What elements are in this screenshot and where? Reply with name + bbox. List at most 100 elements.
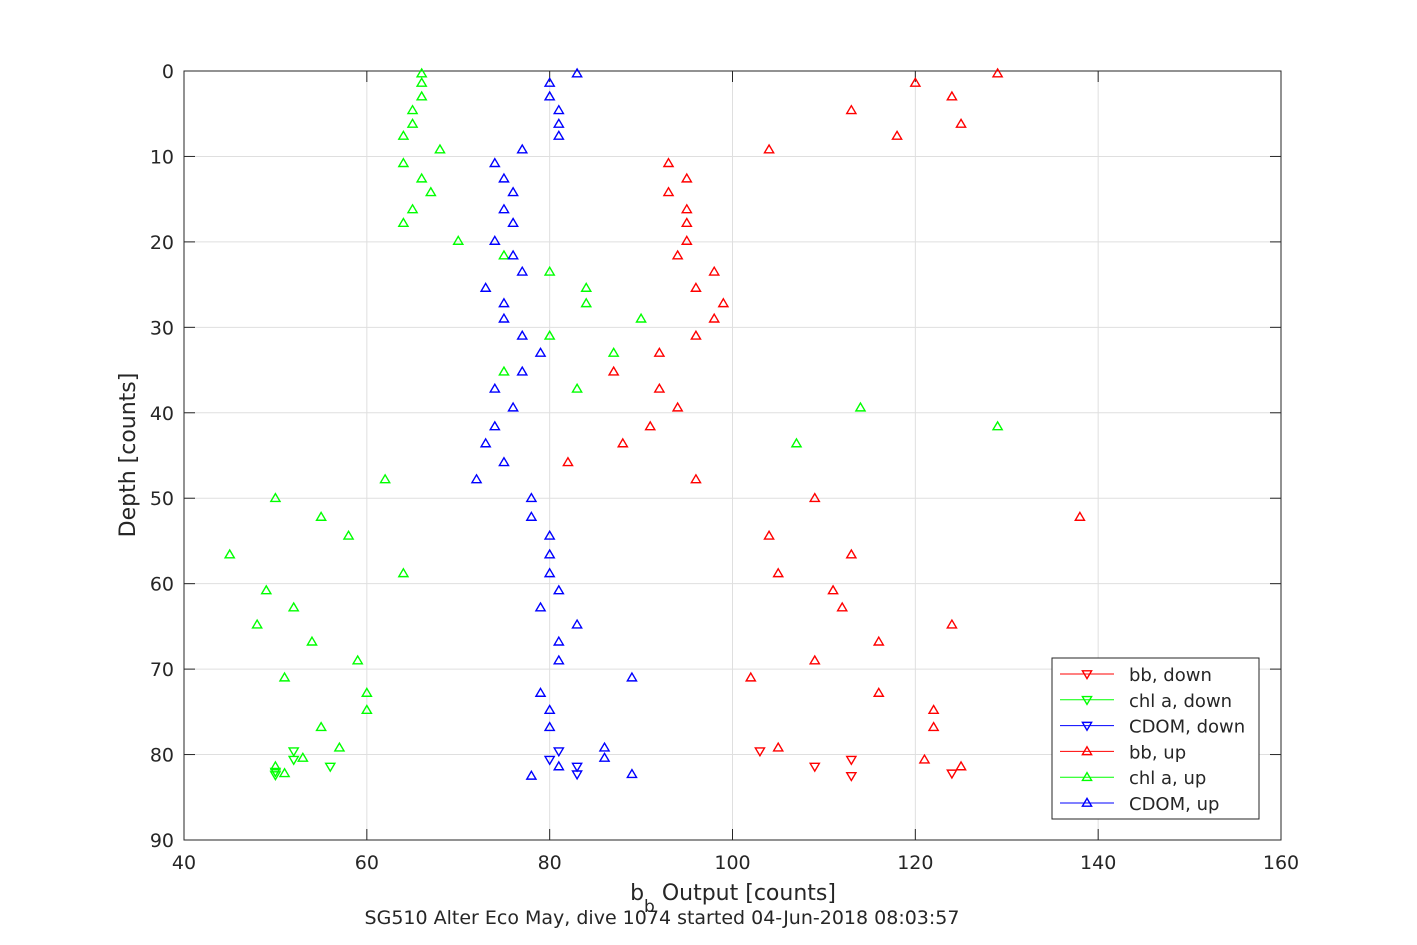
data-point: [552, 760, 565, 771]
data-point: [662, 157, 675, 168]
data-point: [690, 282, 702, 292]
data-point: [406, 203, 419, 214]
data-point: [543, 567, 556, 578]
data-point: [845, 104, 858, 115]
data-point: [507, 249, 519, 260]
data-point: [552, 654, 565, 665]
data-point: [415, 172, 428, 183]
data-point: [543, 721, 556, 732]
data-point: [927, 704, 940, 715]
data-point: [571, 382, 583, 393]
data-point: [827, 584, 839, 595]
y-tick-label: 0: [162, 61, 174, 83]
data-point: [498, 203, 510, 214]
data-point: [324, 762, 337, 773]
data-point: [607, 346, 620, 357]
data-point: [415, 90, 428, 101]
data-point: [607, 365, 620, 376]
series-5: [470, 67, 638, 780]
data-point: [717, 297, 730, 308]
data-point: [552, 635, 565, 646]
data-point: [507, 401, 519, 412]
data-point: [571, 770, 583, 781]
data-point: [516, 365, 529, 376]
data-point: [351, 654, 364, 665]
series-2: [543, 747, 583, 781]
data-point: [488, 157, 501, 168]
data-point: [626, 671, 638, 682]
data-point: [498, 365, 510, 376]
data-point: [315, 721, 327, 732]
data-point: [488, 382, 501, 393]
x-tick-label: 120: [897, 852, 933, 874]
data-point: [552, 129, 565, 140]
data-point: [498, 297, 510, 308]
x-tick-label: 100: [714, 852, 750, 874]
data-point: [552, 117, 565, 128]
data-point: [690, 473, 702, 484]
data-point: [269, 771, 282, 782]
y-tick-label: 90: [150, 830, 174, 852]
data-point: [955, 760, 967, 771]
data-point: [626, 768, 638, 779]
data-point: [671, 401, 684, 412]
data-point: [543, 704, 556, 715]
data-point: [552, 584, 565, 595]
data-point: [543, 755, 556, 766]
data-point: [516, 329, 529, 340]
y-tick-label: 60: [150, 574, 174, 596]
series-4: [223, 67, 1004, 778]
data-point: [278, 767, 291, 778]
y-tick-label: 80: [150, 745, 174, 767]
data-point: [315, 511, 327, 521]
data-point: [680, 217, 693, 228]
data-point: [598, 751, 611, 762]
data-point: [946, 618, 958, 629]
data-point: [342, 529, 355, 540]
legend-marker: [1081, 745, 1093, 756]
data-point: [516, 265, 529, 276]
series-0: [754, 747, 958, 782]
data-point: [644, 420, 657, 431]
data-point: [754, 747, 766, 758]
data-point: [488, 235, 501, 245]
x-axis-label: bb Output [counts]: [630, 881, 836, 917]
data-point: [543, 548, 556, 559]
legend-label: CDOM, down: [1129, 717, 1245, 738]
legend-label: bb, down: [1129, 665, 1212, 686]
data-point: [543, 529, 556, 540]
data-point: [836, 601, 849, 612]
data-point: [507, 217, 519, 228]
data-point: [397, 129, 410, 140]
data-point: [287, 747, 300, 758]
data-point: [543, 329, 556, 340]
data-point: [854, 401, 867, 412]
data-point: [361, 704, 373, 715]
data-point: [808, 762, 821, 773]
data-point: [808, 654, 821, 665]
axis-ticks: 40 60 80 100 120 140 160 0 10 20 30 40 50 60 70 80 90: [150, 61, 1299, 874]
data-point: [653, 346, 666, 357]
legend-label: CDOM, up: [1129, 794, 1219, 815]
data-point: [845, 771, 858, 782]
data-point: [790, 437, 803, 448]
data-point: [991, 67, 1004, 78]
y-tick-label: 50: [150, 488, 174, 510]
data-point: [845, 755, 858, 766]
data-point: [580, 297, 593, 308]
data-point: [872, 635, 885, 646]
data-point: [680, 172, 693, 183]
x-tick-label: 40: [172, 852, 196, 874]
data-point: [534, 601, 547, 612]
data-point: [361, 687, 373, 697]
data-point: [991, 420, 1004, 431]
data-point: [680, 235, 693, 245]
data-point: [763, 529, 775, 540]
x-axis-label-main: b: [630, 881, 644, 906]
data-point: [580, 282, 593, 292]
data-point: [955, 117, 967, 128]
data-point: [946, 769, 958, 780]
data-point: [671, 249, 684, 260]
data-point: [251, 618, 263, 629]
data-point: [571, 618, 583, 629]
